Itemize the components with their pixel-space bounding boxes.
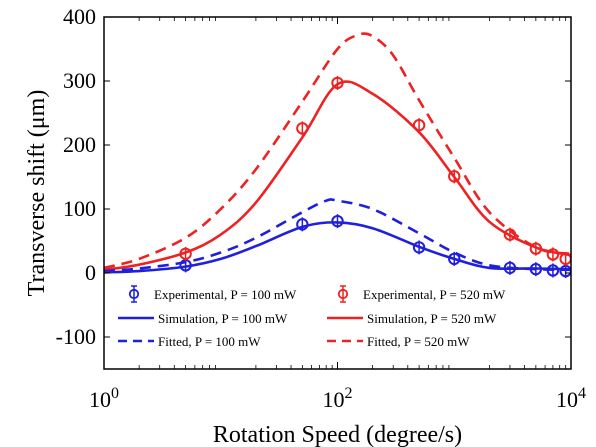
legend-label: Fitted, P = 520 mW bbox=[367, 334, 470, 349]
simulation-curve bbox=[104, 221, 571, 274]
y-tick-label: -100 bbox=[56, 324, 96, 349]
x-tick-label: 104 bbox=[556, 385, 586, 412]
y-tick-label: 200 bbox=[63, 132, 96, 157]
legend-item: Fitted, P = 100 mW bbox=[118, 334, 261, 349]
series-dashed bbox=[104, 198, 571, 273]
data-point bbox=[448, 170, 461, 183]
series-solid bbox=[104, 221, 571, 274]
simulation-curve bbox=[104, 80, 571, 272]
legend: Experimental, P = 100 mW Experimental, P … bbox=[118, 285, 506, 349]
legend-label: Experimental, P = 100 mW bbox=[154, 287, 297, 302]
legend-label: Fitted, P = 100 mW bbox=[158, 334, 261, 349]
legend-marker bbox=[337, 288, 349, 300]
legend-item: Simulation, P = 100 mW bbox=[118, 311, 288, 326]
legend-item: Fitted, P = 520 mW bbox=[327, 334, 470, 349]
y-tick-label: 100 bbox=[63, 196, 96, 221]
series-dashed bbox=[104, 32, 571, 270]
legend-label: Simulation, P = 520 mW bbox=[367, 311, 497, 326]
ticks-layer: -100 0 100 200 300 400 100 102 104 bbox=[56, 4, 586, 412]
fitted-curve bbox=[104, 32, 571, 270]
legend-item: Simulation, P = 520 mW bbox=[327, 311, 497, 326]
x-tick-label: 102 bbox=[323, 385, 353, 412]
plot-area bbox=[104, 17, 571, 369]
series-solid bbox=[104, 80, 571, 272]
y-tick-label: 0 bbox=[85, 260, 96, 285]
legend-label: Experimental, P = 520 mW bbox=[363, 287, 506, 302]
legend-marker bbox=[128, 288, 140, 300]
legend-label: Simulation, P = 100 mW bbox=[158, 311, 288, 326]
x-axis-label: Rotation Speed (degree/s) bbox=[213, 422, 462, 447]
data-point bbox=[546, 248, 560, 261]
y-tick-label: 300 bbox=[63, 68, 96, 93]
fitted-curve bbox=[104, 198, 571, 273]
series-layer bbox=[104, 32, 571, 279]
y-axis-label: Transverse shift (μm) bbox=[24, 90, 50, 297]
legend-item: Experimental, P = 100 mW bbox=[128, 285, 297, 303]
data-point bbox=[448, 252, 461, 266]
y-tick-label: 400 bbox=[63, 4, 96, 29]
x-tick-label: 100 bbox=[89, 385, 119, 412]
legend-item: Experimental, P = 520 mW bbox=[337, 285, 506, 303]
